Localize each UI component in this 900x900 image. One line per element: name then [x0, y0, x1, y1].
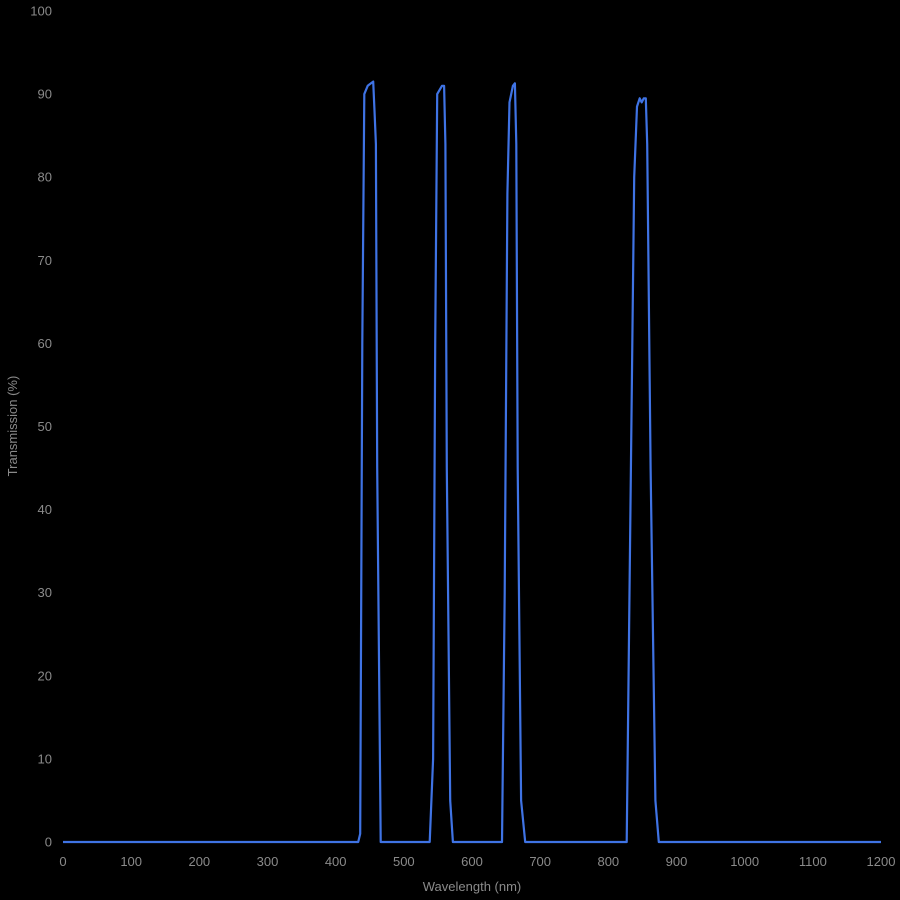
y-tick-label: 40	[38, 502, 52, 517]
x-tick-label: 100	[120, 854, 142, 869]
x-tick-label: 1100	[799, 854, 827, 869]
y-tick-label: 0	[45, 835, 52, 850]
y-tick-label: 10	[38, 751, 52, 766]
y-tick-label: 30	[38, 585, 52, 600]
y-axis-ticks: 0 10 20 30 40 50 60 70 80 90 100	[30, 4, 52, 850]
x-tick-label: 300	[257, 854, 279, 869]
x-tick-label: 700	[529, 854, 551, 869]
x-tick-label: 800	[597, 854, 619, 869]
y-tick-label: 90	[38, 87, 52, 102]
x-axis-ticks: 0 100 200 300 400 500 600 700 800 900 1000 1100 1200	[59, 854, 895, 869]
x-axis-title: Wavelength (nm)	[423, 879, 522, 894]
y-tick-label: 80	[38, 170, 52, 185]
y-tick-label: 70	[38, 253, 52, 268]
y-axis-title: Transmission (%)	[5, 376, 20, 477]
x-tick-label: 400	[325, 854, 347, 869]
x-tick-label: 500	[393, 854, 415, 869]
y-tick-label: 20	[38, 668, 52, 683]
y-tick-label: 100	[30, 4, 52, 19]
x-tick-label: 600	[461, 854, 483, 869]
x-tick-label: 900	[666, 854, 688, 869]
transmission-series-line	[63, 80, 881, 844]
x-tick-label: 1000	[730, 854, 759, 869]
y-tick-label: 60	[38, 336, 52, 351]
y-tick-label: 50	[38, 419, 52, 434]
x-tick-label: 200	[188, 854, 210, 869]
x-tick-label: 1200	[867, 854, 896, 869]
x-tick-label: 0	[59, 854, 66, 869]
